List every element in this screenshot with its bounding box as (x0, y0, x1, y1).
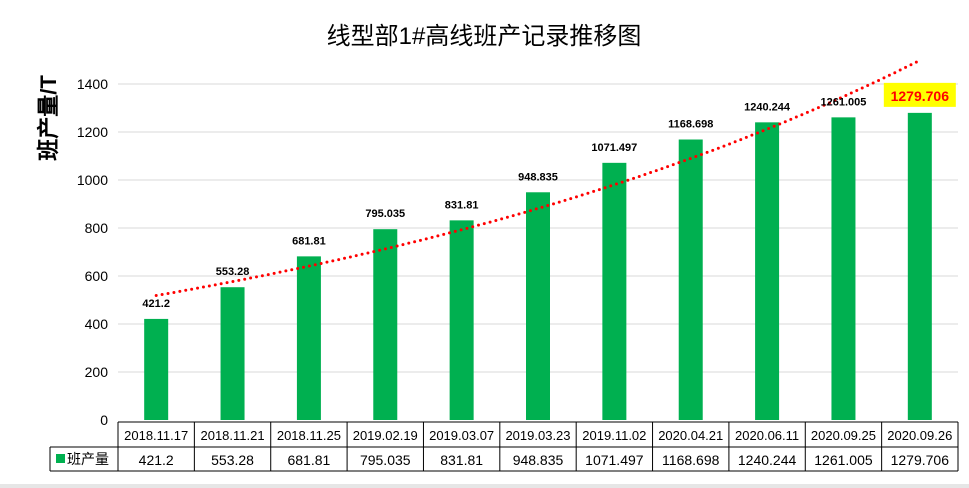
highlight-box (883, 82, 956, 107)
x-category-label: 2020.09.26 (887, 428, 952, 443)
bar (220, 287, 245, 420)
table-value: 1071.497 (585, 452, 644, 468)
table-value: 553.28 (211, 452, 254, 468)
x-category-label: 2018.11.25 (277, 428, 341, 443)
table-value: 1168.698 (662, 452, 720, 468)
table-value: 1261.005 (814, 452, 873, 468)
table-value: 421.2 (139, 452, 174, 468)
bar (144, 318, 169, 420)
bar (678, 139, 703, 420)
bar (373, 229, 398, 420)
bar (755, 122, 780, 421)
x-category-label: 2020.09.25 (811, 428, 876, 443)
data-label: 1168.698 (668, 119, 713, 131)
y-tick-label: 800 (85, 220, 109, 236)
x-category-label: 2019.03.23 (505, 428, 570, 443)
data-label: 948.835 (518, 171, 558, 183)
legend-label: 班产量 (67, 451, 109, 467)
y-tick-label: 600 (85, 268, 109, 284)
bar (907, 112, 932, 421)
y-tick-label: 0 (100, 412, 108, 428)
table-value: 948.835 (513, 452, 564, 468)
table-value: 1279.706 (891, 452, 950, 468)
data-label: 681.81 (292, 235, 326, 247)
table-value: 1240.244 (738, 452, 797, 468)
y-axis-label: 班产量/T (36, 75, 61, 161)
bar (296, 256, 321, 420)
table-value: 681.81 (287, 452, 330, 468)
x-category-label: 2020.06.11 (735, 428, 799, 443)
data-label: 553.28 (216, 266, 250, 278)
y-tick-label: 1400 (77, 76, 108, 92)
x-category-label: 2019.02.19 (353, 428, 418, 443)
x-category-label: 2018.11.17 (124, 428, 188, 443)
data-label: 1261.005 (821, 96, 867, 108)
data-label-highlighted: 1279.706 (891, 88, 950, 104)
table-value: 795.035 (360, 452, 411, 468)
bar (449, 220, 474, 420)
x-category-label: 2019.03.07 (429, 428, 494, 443)
data-label: 1240.244 (744, 101, 791, 113)
y-tick-label: 400 (85, 316, 109, 332)
y-tick-label: 200 (85, 364, 109, 380)
data-label: 421.2 (142, 298, 170, 310)
bar (526, 192, 550, 420)
chart-title: 线型部1#高线班产记录推移图 (327, 23, 642, 50)
data-label: 795.035 (365, 208, 405, 220)
data-label: 1071.497 (591, 142, 637, 154)
bottom-divider (0, 484, 969, 488)
bar (831, 117, 856, 421)
y-tick-label: 1000 (77, 172, 108, 188)
legend-swatch (56, 454, 65, 463)
y-tick-label: 1200 (77, 124, 108, 140)
x-category-label: 2019.11.02 (582, 428, 646, 443)
bar (602, 162, 627, 421)
data-label: 831.81 (445, 199, 479, 211)
x-category-label: 2020.04.21 (658, 428, 723, 443)
x-category-label: 2018.11.21 (200, 428, 264, 443)
table-value: 831.81 (440, 452, 483, 468)
